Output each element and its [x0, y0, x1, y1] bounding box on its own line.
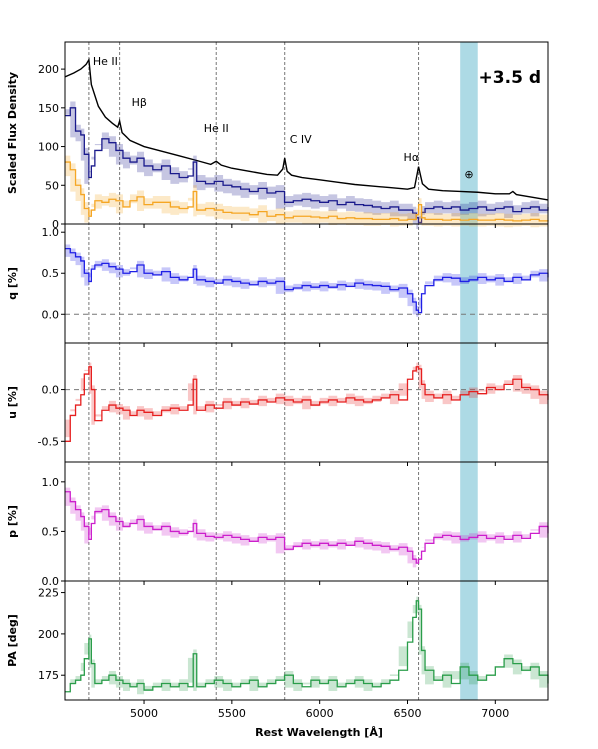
- line-label-2: He II: [204, 122, 229, 135]
- uncertainty-band-flux-polarized_orange: [65, 155, 548, 228]
- y-tick-label-flux-3: 150: [38, 102, 59, 115]
- y-tick-label-flux-4: 200: [38, 63, 59, 76]
- x-tick-label-1: 5500: [218, 707, 246, 720]
- epoch-label: +3.5 d: [479, 68, 541, 88]
- series-line-u-u: [65, 366, 549, 442]
- line-label-4: Hα: [404, 151, 420, 164]
- y-tick-label-p-0: 0.0: [42, 575, 60, 588]
- labels-layer: Rest Wavelength [Å] +3.5 d ⊕ Scaled Flux…: [6, 55, 541, 739]
- series-line-pa-pa: [65, 600, 549, 693]
- uncertainty-band-flux-polarized_dark: [65, 101, 548, 229]
- axes-layer: [64, 41, 549, 701]
- telluric-band: [460, 42, 478, 700]
- y-tick-label-u-0: -0.5: [38, 435, 59, 448]
- x-tick-label-2: 6000: [306, 707, 334, 720]
- y-tick-label-flux-2: 100: [38, 141, 59, 154]
- y-axis-label-p: p [%]: [6, 505, 19, 538]
- series-line-p-p: [65, 491, 549, 564]
- y-tick-label-pa-2: 225: [38, 587, 59, 600]
- x-axis-label: Rest Wavelength [Å]: [255, 726, 383, 739]
- line-label-3: C IV: [290, 133, 312, 146]
- y-tick-label-flux-0: 0: [52, 218, 59, 231]
- uncertainty-band-pa-pa: [65, 596, 548, 696]
- line-label-0: He II: [93, 55, 118, 68]
- y-tick-label-p-2: 1.0: [42, 476, 60, 489]
- series-line-flux-total: [64, 57, 549, 201]
- y-tick-label-p-1: 0.5: [42, 525, 60, 538]
- y-axis-label-q: q [%]: [6, 267, 19, 300]
- series-layer: [64, 57, 549, 696]
- y-tick-label-q-1: 0.5: [42, 267, 60, 280]
- y-axis-label-pa: PA [deg]: [6, 614, 19, 667]
- x-tick-label-4: 7000: [481, 707, 509, 720]
- y-tick-label-pa-0: 175: [38, 669, 59, 682]
- x-tick-label-3: 6500: [393, 707, 421, 720]
- telluric-band-layer: [460, 42, 478, 700]
- x-tick-label-0: 5000: [130, 707, 158, 720]
- y-axis-label-u: u [%]: [6, 386, 19, 419]
- ticks-layer: 0 50 100 150 200 0.0 0.5 1.0 -0.5 0.0 0.0 0.5 1.0 175…: [38, 63, 510, 720]
- y-tick-label-u-1: 0.0: [42, 384, 60, 397]
- uncertainty-band-u-u: [65, 362, 548, 446]
- series-line-q-q: [65, 247, 549, 314]
- y-tick-label-q-2: 1.0: [42, 226, 60, 239]
- uncertainty-band-q-q: [65, 244, 548, 317]
- y-tick-label-pa-1: 200: [38, 628, 59, 641]
- telluric-symbol: ⊕: [464, 168, 473, 181]
- series-line-flux-polarized_orange: [65, 161, 549, 222]
- y-tick-label-q-0: 0.0: [42, 308, 60, 321]
- panel-frame-pa: [64, 580, 549, 701]
- series-line-flux-polarized_dark: [65, 107, 549, 224]
- y-tick-label-flux-1: 50: [45, 179, 59, 192]
- y-axis-label-flux: Scaled Flux Density: [6, 72, 19, 194]
- line-label-1: Hβ: [132, 96, 147, 109]
